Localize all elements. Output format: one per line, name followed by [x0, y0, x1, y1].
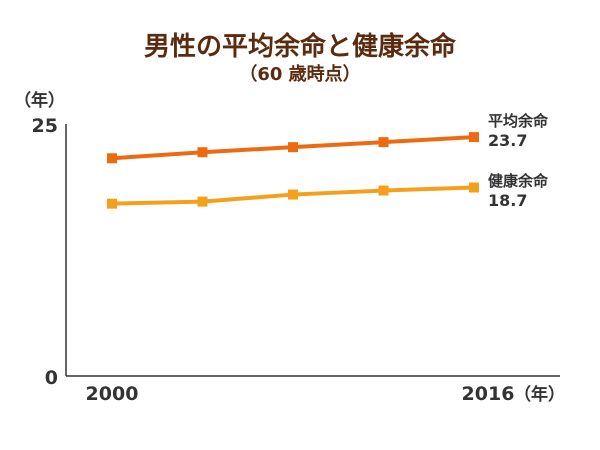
chart-title: 男性の平均余命と健康余命 [143, 32, 456, 62]
x-tick-label-end: 2016 [462, 383, 515, 405]
x-axis-unit-label: （年） [514, 384, 565, 405]
data-point-healthy-life [469, 182, 479, 193]
data-point-healthy-life [288, 189, 298, 200]
y-tick-label-top: 25 [32, 115, 58, 137]
data-point-healthy-life [197, 196, 208, 207]
series-end-value-healthy-life: 18.7 [488, 191, 527, 210]
data-point-healthy-life [378, 185, 389, 196]
chart-subtitle: （60 歳時点） [239, 64, 361, 85]
series-label-healthy-life: 健康余命 [488, 172, 549, 190]
data-point-average-life [378, 137, 389, 148]
data-point-average-life [469, 132, 479, 143]
series-label-average-life: 平均余命 [488, 112, 549, 130]
x-tick-label-start: 2000 [86, 383, 139, 405]
data-point-average-life [107, 153, 117, 164]
series-end-value-average-life: 23.7 [488, 131, 527, 150]
data-point-average-life [197, 147, 208, 158]
y-axis-unit-label: （年） [14, 90, 65, 111]
data-point-healthy-life [107, 198, 117, 209]
y-tick-label-bottom: 0 [45, 367, 58, 389]
data-point-average-life [288, 142, 298, 153]
series-layer [107, 132, 479, 209]
